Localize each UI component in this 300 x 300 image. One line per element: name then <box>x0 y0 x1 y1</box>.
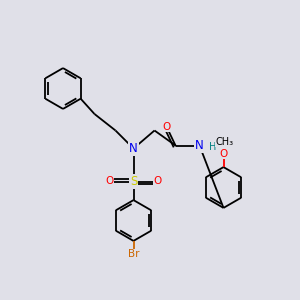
Text: N: N <box>195 139 204 152</box>
Text: O: O <box>105 176 114 187</box>
Text: S: S <box>130 175 137 188</box>
Text: O: O <box>162 122 171 132</box>
Text: N: N <box>129 142 138 155</box>
Text: Br: Br <box>128 249 139 260</box>
Text: H: H <box>208 142 216 152</box>
Text: CH₃: CH₃ <box>216 136 234 147</box>
Text: O: O <box>153 176 162 187</box>
Text: O: O <box>219 148 228 159</box>
